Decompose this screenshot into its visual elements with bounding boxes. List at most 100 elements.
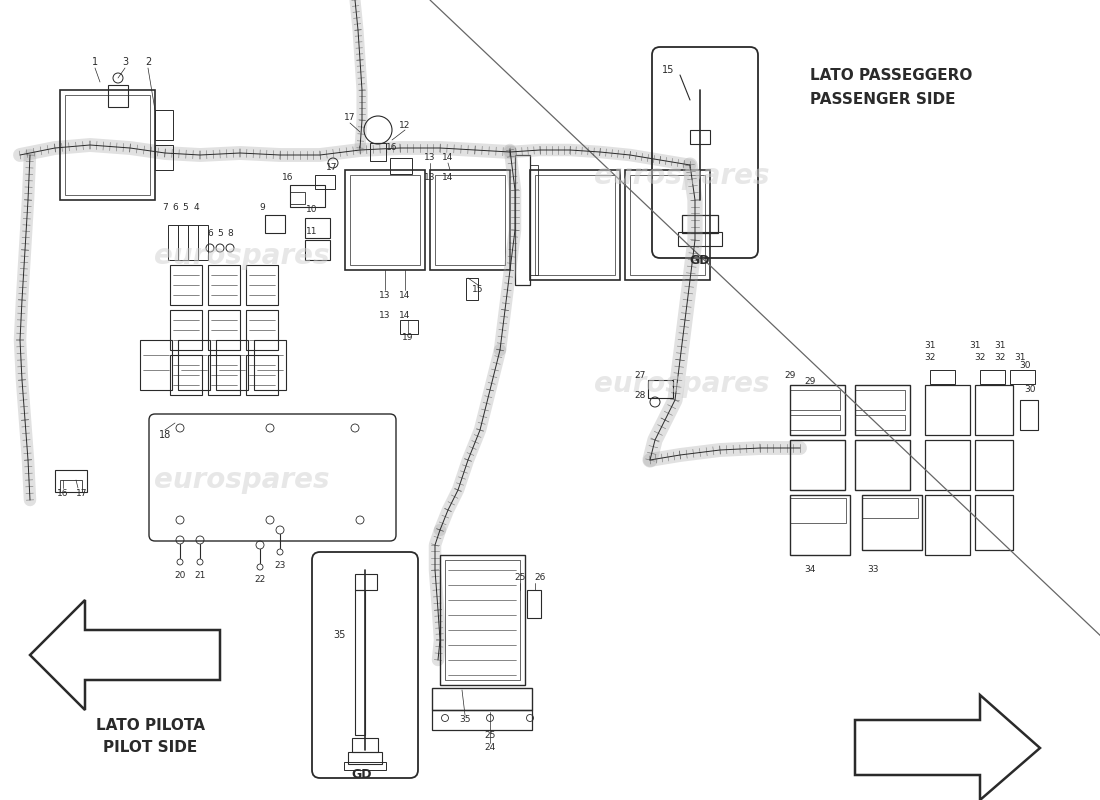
Bar bbox=[515, 155, 530, 285]
Bar bbox=[188, 225, 198, 260]
Bar bbox=[315, 175, 336, 189]
Text: 34: 34 bbox=[804, 566, 816, 574]
Text: 21: 21 bbox=[195, 570, 206, 579]
Bar bbox=[790, 440, 845, 490]
Bar bbox=[355, 574, 377, 590]
Bar bbox=[630, 175, 705, 275]
Bar bbox=[265, 215, 285, 233]
Bar bbox=[790, 415, 840, 430]
Text: 30: 30 bbox=[1020, 361, 1031, 370]
Bar bbox=[975, 440, 1013, 490]
Text: 24: 24 bbox=[484, 743, 496, 753]
Bar bbox=[678, 232, 722, 246]
Text: 17: 17 bbox=[327, 163, 338, 173]
Text: 25: 25 bbox=[515, 574, 526, 582]
Text: 33: 33 bbox=[867, 566, 879, 574]
Text: 16: 16 bbox=[57, 489, 68, 498]
Text: 1: 1 bbox=[92, 57, 98, 67]
Bar bbox=[390, 158, 412, 174]
Text: 12: 12 bbox=[399, 121, 410, 130]
Bar bbox=[682, 215, 718, 233]
Bar bbox=[355, 590, 365, 735]
Bar bbox=[170, 310, 202, 350]
Bar bbox=[466, 278, 478, 300]
Bar bbox=[930, 370, 955, 384]
Bar bbox=[434, 175, 505, 265]
Text: 23: 23 bbox=[274, 561, 286, 570]
Text: 14: 14 bbox=[442, 174, 453, 182]
Text: 32: 32 bbox=[975, 354, 986, 362]
Bar bbox=[65, 95, 150, 195]
Bar bbox=[625, 170, 710, 280]
Text: 13: 13 bbox=[379, 310, 390, 319]
Text: LATO PILOTA: LATO PILOTA bbox=[96, 718, 205, 733]
Bar bbox=[178, 225, 188, 260]
Bar bbox=[1020, 400, 1038, 430]
Bar bbox=[690, 130, 710, 144]
Bar bbox=[254, 340, 286, 390]
Text: 10: 10 bbox=[306, 206, 318, 214]
Bar bbox=[108, 85, 128, 107]
Bar bbox=[305, 240, 330, 260]
Bar bbox=[55, 470, 87, 492]
Bar bbox=[246, 265, 278, 305]
Text: 4: 4 bbox=[194, 203, 199, 213]
Bar bbox=[975, 495, 1013, 550]
Text: 29: 29 bbox=[784, 370, 795, 379]
Bar bbox=[790, 498, 846, 523]
Text: 35: 35 bbox=[333, 630, 346, 640]
Text: 31: 31 bbox=[994, 341, 1005, 350]
Text: PASSENGER SIDE: PASSENGER SIDE bbox=[810, 93, 956, 107]
Text: 16: 16 bbox=[283, 173, 294, 182]
Bar bbox=[370, 143, 386, 161]
Text: eurospares: eurospares bbox=[594, 162, 770, 190]
Text: 14: 14 bbox=[442, 154, 453, 162]
Bar bbox=[440, 555, 525, 685]
Bar bbox=[208, 355, 240, 395]
Text: 17: 17 bbox=[76, 489, 88, 498]
Text: 6: 6 bbox=[172, 203, 178, 213]
Bar bbox=[530, 165, 538, 275]
Bar bbox=[855, 415, 905, 430]
Text: 3: 3 bbox=[122, 57, 128, 67]
Text: 7: 7 bbox=[162, 203, 168, 213]
Bar bbox=[208, 310, 240, 350]
Text: 18: 18 bbox=[158, 430, 172, 440]
Bar bbox=[246, 355, 278, 395]
Text: 32: 32 bbox=[924, 354, 936, 362]
Bar bbox=[140, 340, 172, 390]
Text: 13: 13 bbox=[379, 290, 390, 299]
Bar bbox=[925, 385, 970, 435]
Text: 11: 11 bbox=[306, 227, 318, 237]
Bar bbox=[290, 192, 305, 204]
Bar bbox=[352, 738, 378, 752]
Bar bbox=[155, 110, 173, 140]
Bar bbox=[432, 710, 532, 730]
Bar bbox=[168, 225, 178, 260]
Bar bbox=[855, 390, 905, 410]
Bar bbox=[530, 170, 620, 280]
Text: 28: 28 bbox=[635, 390, 646, 399]
Bar bbox=[345, 170, 425, 270]
Text: GD: GD bbox=[352, 769, 372, 782]
Text: 32: 32 bbox=[994, 354, 1005, 362]
Text: LATO PASSEGGERO: LATO PASSEGGERO bbox=[810, 67, 972, 82]
Bar bbox=[862, 495, 922, 550]
Bar bbox=[790, 495, 850, 555]
Bar bbox=[60, 90, 155, 200]
Bar bbox=[925, 495, 970, 555]
Bar bbox=[400, 320, 418, 334]
Bar bbox=[975, 385, 1013, 435]
Text: 5: 5 bbox=[217, 229, 223, 238]
Bar bbox=[348, 752, 382, 764]
Text: 20: 20 bbox=[174, 570, 186, 579]
Bar bbox=[216, 340, 248, 390]
Text: 15: 15 bbox=[472, 286, 484, 294]
Text: 6: 6 bbox=[207, 229, 213, 238]
Bar bbox=[60, 480, 82, 492]
Text: 13: 13 bbox=[425, 154, 436, 162]
Text: 22: 22 bbox=[254, 575, 265, 585]
Bar bbox=[790, 385, 845, 435]
Text: 27: 27 bbox=[635, 370, 646, 379]
Bar bbox=[178, 340, 210, 390]
